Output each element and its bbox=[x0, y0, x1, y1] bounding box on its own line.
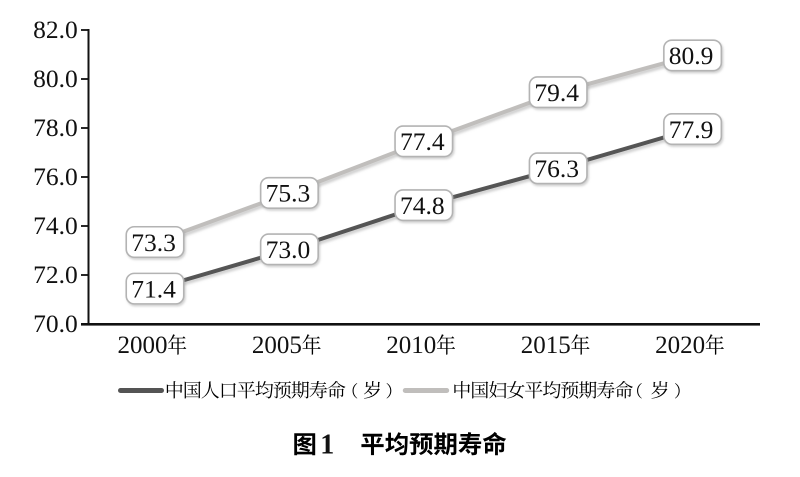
svg-text:76.3: 76.3 bbox=[534, 154, 579, 183]
svg-text:79.4: 79.4 bbox=[534, 78, 579, 107]
svg-text:80.0: 80.0 bbox=[33, 64, 78, 93]
svg-text:80.9: 80.9 bbox=[669, 41, 714, 70]
svg-text:82.0: 82.0 bbox=[33, 15, 78, 44]
svg-text:2010: 2010 bbox=[386, 332, 436, 359]
svg-text:78.0: 78.0 bbox=[33, 113, 78, 142]
svg-text:74.0: 74.0 bbox=[33, 211, 78, 240]
svg-text:2005: 2005 bbox=[252, 332, 302, 359]
svg-text:72.0: 72.0 bbox=[33, 260, 78, 289]
svg-text:77.4: 77.4 bbox=[400, 127, 445, 156]
svg-text:2020: 2020 bbox=[655, 332, 705, 359]
svg-text:1: 1 bbox=[320, 430, 334, 461]
svg-text:77.9: 77.9 bbox=[669, 115, 714, 144]
svg-text:75.3: 75.3 bbox=[266, 179, 311, 208]
svg-text:71.4: 71.4 bbox=[131, 274, 176, 303]
svg-text:74.8: 74.8 bbox=[400, 191, 445, 220]
svg-text:73.0: 73.0 bbox=[266, 235, 311, 264]
svg-text:2015: 2015 bbox=[521, 332, 571, 359]
svg-text:73.3: 73.3 bbox=[131, 228, 176, 257]
svg-text:76.0: 76.0 bbox=[33, 162, 78, 191]
svg-text:2000: 2000 bbox=[118, 332, 168, 359]
svg-text:70.0: 70.0 bbox=[33, 309, 78, 338]
